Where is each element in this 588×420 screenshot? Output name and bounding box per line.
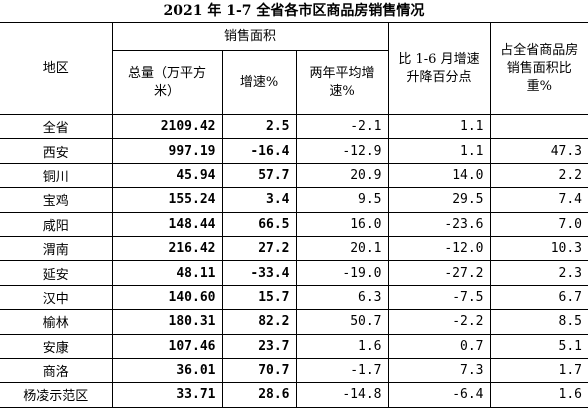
- value-cell: 1.6: [489, 382, 588, 408]
- value-cell: 155.24: [111, 187, 223, 213]
- value-cell: 997.19: [111, 138, 223, 164]
- value-cell: 2.3: [489, 260, 588, 286]
- value-cell: 6.7: [489, 284, 588, 311]
- header-cell: 销售面积: [111, 22, 389, 51]
- value-cell: -12.0: [387, 235, 491, 262]
- value-cell: 23.7: [221, 333, 297, 359]
- table-row: 铜川 45.94 57.7 20.9 14.0 2.2: [0, 162, 588, 189]
- value-cell: 1.1: [387, 138, 491, 164]
- region-cell: 西安: [0, 138, 113, 164]
- value-cell: 15.7: [221, 284, 297, 311]
- value-cell: 1.1: [387, 113, 491, 140]
- value-cell: 7.0: [489, 211, 588, 237]
- region-cell: 榆林: [0, 309, 113, 335]
- region-cell: 安康: [0, 333, 113, 359]
- header-cell: 增速%: [221, 50, 297, 115]
- value-cell: 29.5: [387, 187, 491, 213]
- value-cell: 2109.42: [111, 113, 223, 140]
- header-cell: 两年平均增速%: [295, 50, 388, 115]
- value-cell: -33.4: [221, 260, 297, 286]
- value-cell: 50.7: [295, 309, 389, 335]
- value-cell: 148.44: [111, 211, 223, 237]
- value-cell: 1.6: [295, 333, 389, 359]
- value-cell: 2.5: [221, 113, 297, 140]
- region-cell: 杨凌示范区: [0, 382, 113, 408]
- value-cell: [489, 113, 588, 140]
- table-row: 宝鸡 155.24 3.4 9.5 29.5 7.4: [0, 187, 588, 213]
- value-cell: -1.7: [295, 357, 389, 384]
- table-row: 榆林 180.31 82.2 50.7 -2.2 8.5: [0, 309, 588, 335]
- table-row: 延安 48.11 -33.4 -19.0 -27.2 2.3: [0, 260, 588, 286]
- value-cell: -2.2: [387, 309, 491, 335]
- value-cell: 2.2: [489, 162, 588, 189]
- value-cell: -16.4: [221, 138, 297, 164]
- table-row: 商洛 36.01 70.7 -1.7 7.3 1.7: [0, 357, 588, 384]
- value-cell: 33.71: [111, 382, 223, 408]
- region-cell: 渭南: [0, 235, 113, 262]
- value-cell: -2.1: [295, 113, 389, 140]
- value-cell: -23.6: [387, 211, 491, 237]
- value-cell: 6.3: [295, 284, 389, 311]
- value-cell: 20.9: [295, 162, 389, 189]
- region-cell: 全省: [0, 113, 113, 140]
- value-cell: 107.46: [111, 333, 223, 359]
- table-header: 地区 销售面积 比 1-6 月增速升降百分点 占全省商品房销售面积比重% 总量（…: [0, 22, 588, 115]
- value-cell: 70.7: [221, 357, 297, 384]
- region-cell: 商洛: [0, 357, 113, 384]
- value-cell: 0.7: [387, 333, 491, 359]
- value-cell: -6.4: [387, 382, 491, 408]
- region-cell: 延安: [0, 260, 113, 286]
- table-row: 安康 107.46 23.7 1.6 0.7 5.1: [0, 333, 588, 359]
- value-cell: 7.4: [489, 187, 588, 213]
- header-cell: 占全省商品房销售面积比重%: [489, 22, 588, 115]
- value-cell: -7.5: [387, 284, 491, 311]
- table-row: 汉中 140.60 15.7 6.3 -7.5 6.7: [0, 284, 588, 311]
- region-cell: 咸阳: [0, 211, 113, 237]
- value-cell: 47.3: [489, 138, 588, 164]
- value-cell: 7.3: [387, 357, 491, 384]
- value-cell: 36.01: [111, 357, 223, 384]
- table-row: 渭南 216.42 27.2 20.1 -12.0 10.3: [0, 235, 588, 262]
- value-cell: 1.7: [489, 357, 588, 384]
- value-cell: -19.0: [295, 260, 389, 286]
- region-cell: 宝鸡: [0, 187, 113, 213]
- data-table: 地区 销售面积 比 1-6 月增速升降百分点 占全省商品房销售面积比重% 总量（…: [0, 22, 588, 408]
- value-cell: 8.5: [489, 309, 588, 335]
- table-body: 全省 2109.42 2.5 -2.1 1.1 西安 997.19 -16.4 -12.9 1.1…: [0, 113, 588, 408]
- table-row: 西安 997.19 -16.4 -12.9 1.1 47.3: [0, 138, 588, 164]
- table-row: 咸阳 148.44 66.5 16.0 -23.6 7.0: [0, 211, 588, 237]
- value-cell: 20.1: [295, 235, 389, 262]
- value-cell: 140.60: [111, 284, 223, 311]
- value-cell: 10.3: [489, 235, 588, 262]
- value-cell: 3.4: [221, 187, 297, 213]
- region-cell: 铜川: [0, 162, 113, 189]
- region-cell: 汉中: [0, 284, 113, 311]
- value-cell: -14.8: [295, 382, 389, 408]
- value-cell: 57.7: [221, 162, 297, 189]
- header-cell: 比 1-6 月增速升降百分点: [387, 22, 491, 115]
- value-cell: 16.0: [295, 211, 389, 237]
- value-cell: -12.9: [295, 138, 389, 164]
- value-cell: 9.5: [295, 187, 389, 213]
- value-cell: 216.42: [111, 235, 223, 262]
- value-cell: 28.6: [221, 382, 297, 408]
- value-cell: 48.11: [111, 260, 223, 286]
- value-cell: 66.5: [221, 211, 297, 237]
- value-cell: 5.1: [489, 333, 588, 359]
- value-cell: -27.2: [387, 260, 491, 286]
- value-cell: 180.31: [111, 309, 223, 335]
- title: 2021 年 1-7 全省各市区商品房销售情况: [163, 3, 425, 19]
- table-row: 杨凌示范区 33.71 28.6 -14.8 -6.4 1.6: [0, 382, 588, 408]
- value-cell: 27.2: [221, 235, 297, 262]
- value-cell: 82.2: [221, 309, 297, 335]
- value-cell: 14.0: [387, 162, 491, 189]
- header-cell: 地区: [0, 22, 113, 115]
- table-row: 全省 2109.42 2.5 -2.1 1.1: [0, 113, 588, 140]
- header-cell: 总量（万平方米）: [112, 50, 223, 115]
- value-cell: 45.94: [111, 162, 223, 189]
